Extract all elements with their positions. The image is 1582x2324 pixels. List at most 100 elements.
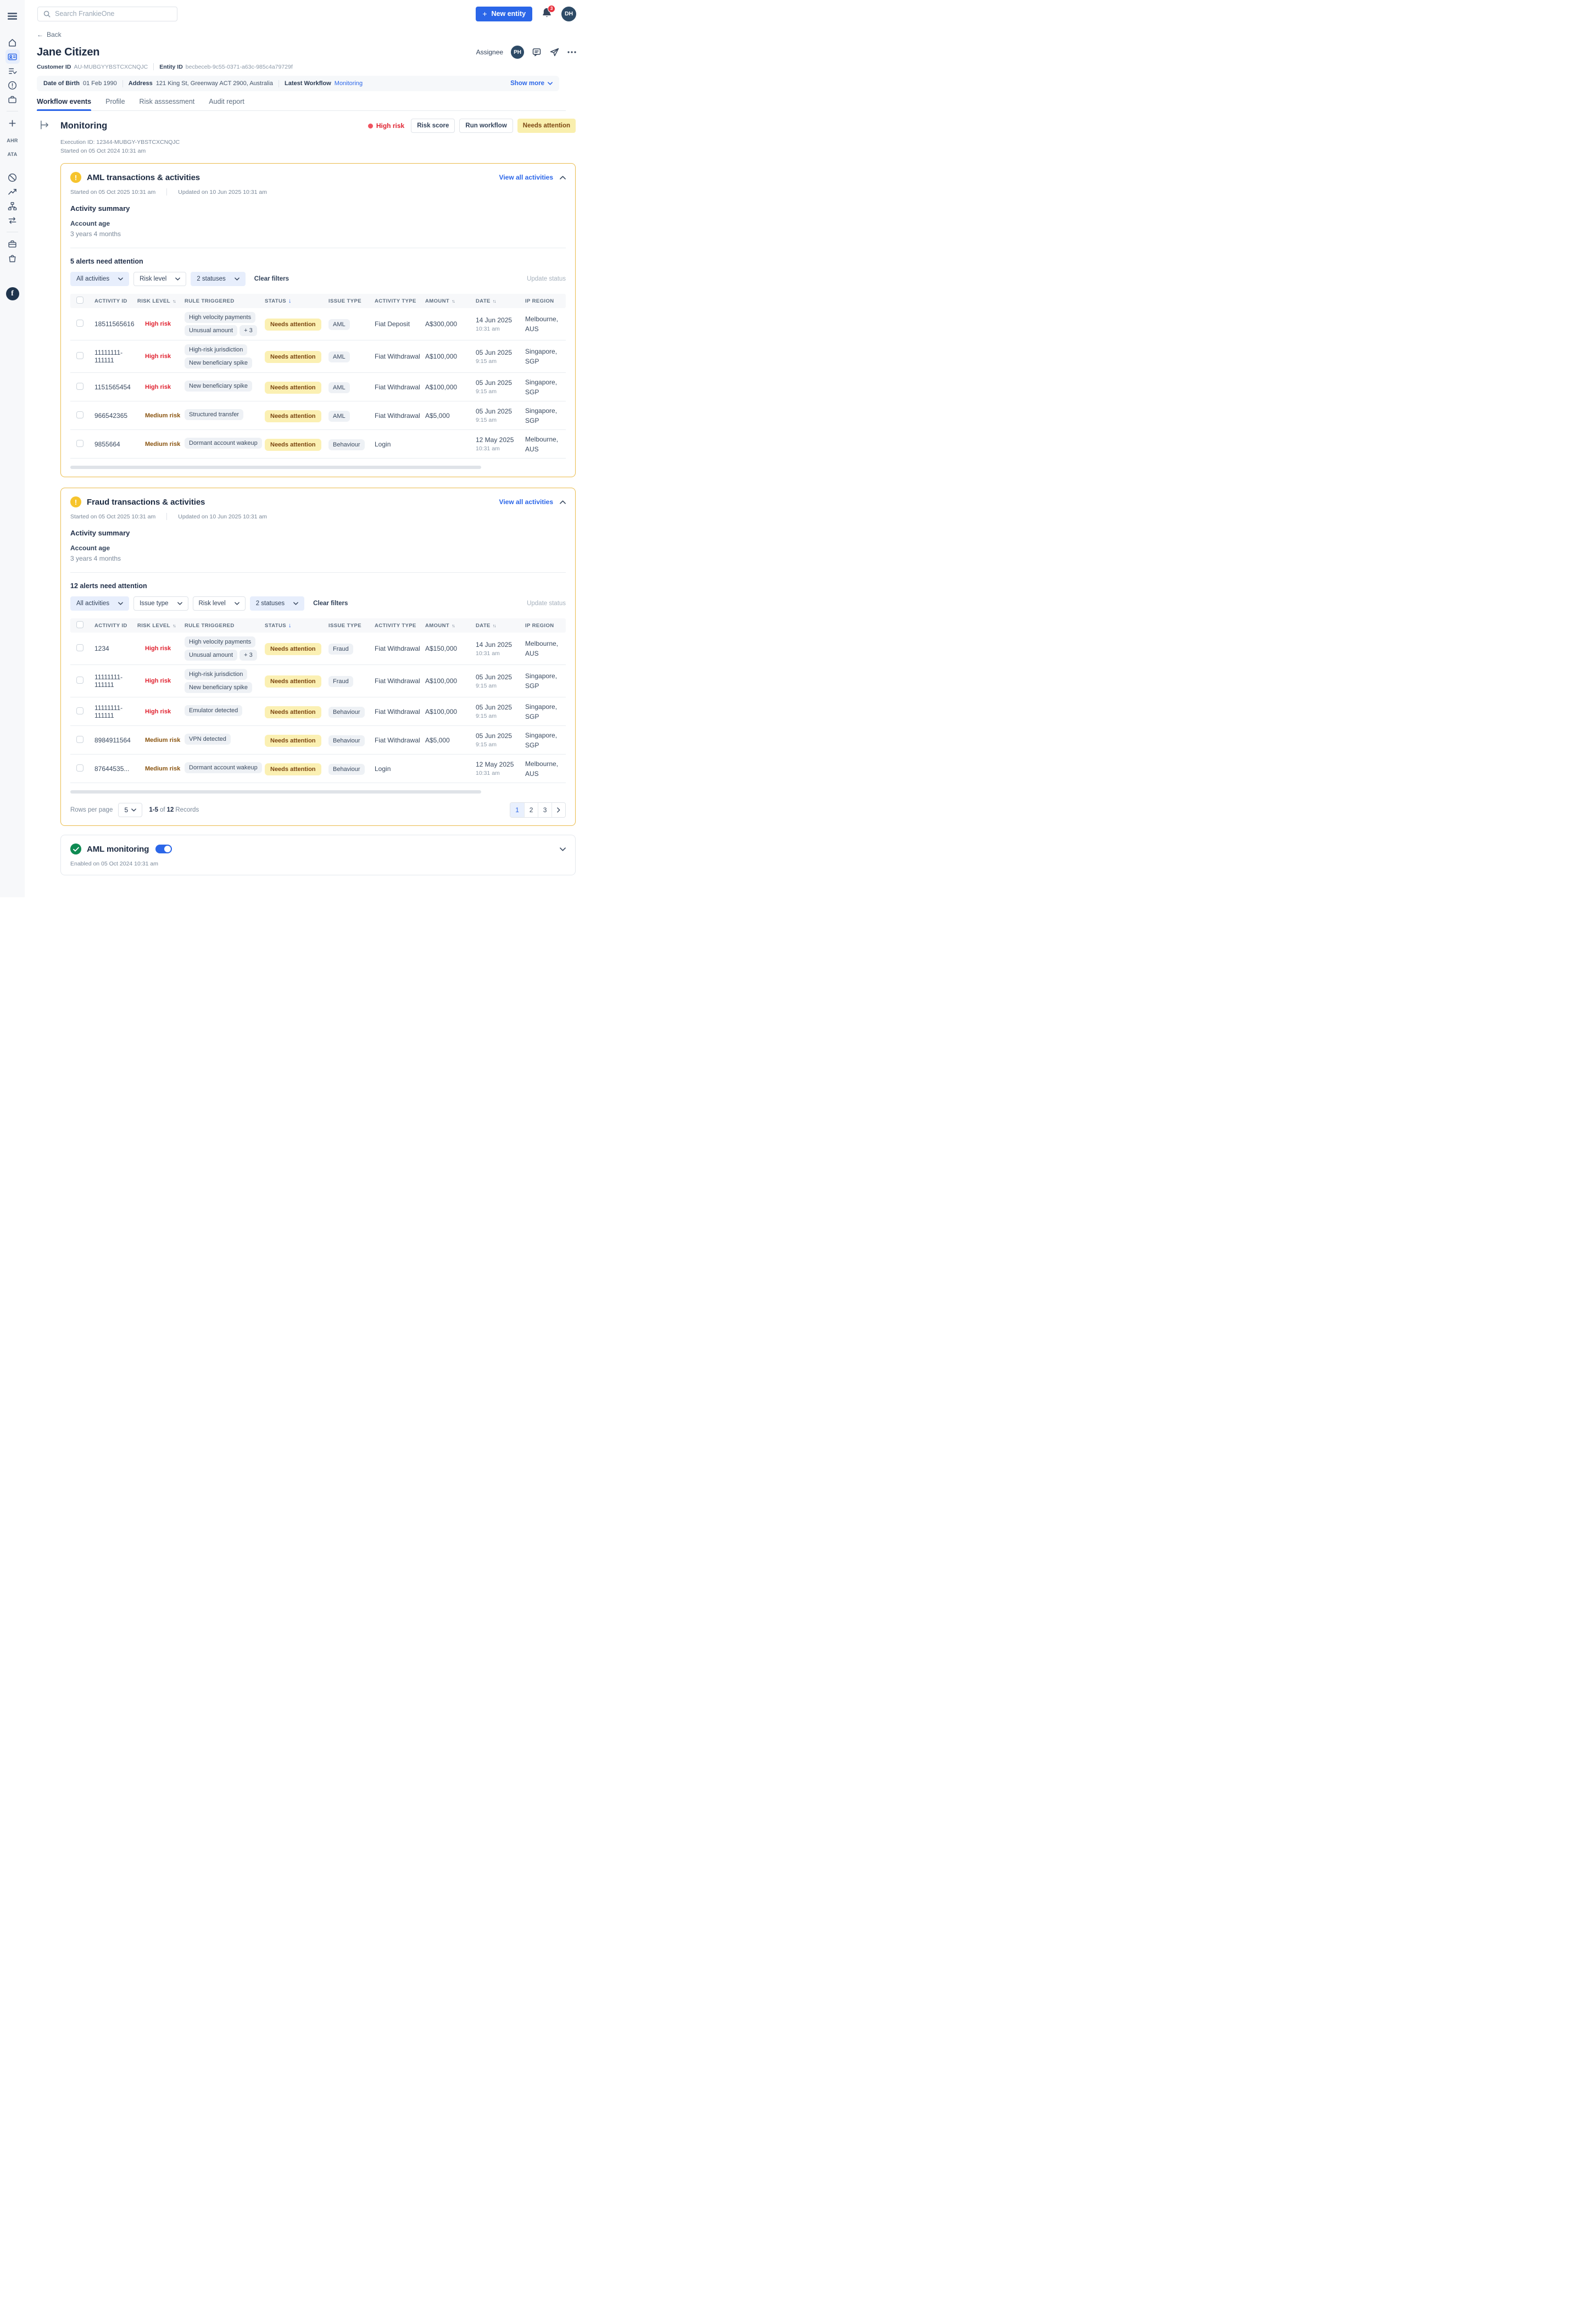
send-icon[interactable] — [549, 47, 560, 57]
table-row[interactable]: 1234 High risk High velocity payments Un… — [70, 633, 566, 665]
amount-cell: A$300,000 — [425, 320, 458, 328]
row-checkbox[interactable] — [76, 320, 83, 327]
row-checkbox[interactable] — [76, 764, 83, 772]
horizontal-scrollbar[interactable] — [70, 790, 481, 794]
activities-filter-dropdown[interactable]: All activities — [70, 272, 130, 286]
tab-workflow-events[interactable]: Workflow events — [37, 98, 92, 111]
sidebar-item-transactions-icon[interactable] — [5, 213, 20, 227]
column-header-risk-level[interactable]: RISK LEVEL ↑↓ — [137, 298, 176, 304]
table-row[interactable]: 11111111-111111 High risk High-risk juri… — [70, 340, 566, 373]
assignee-label: Assignee — [476, 48, 504, 56]
sidebar-item-analytics-icon[interactable] — [5, 185, 20, 199]
risk-level-filter-dropdown[interactable]: Risk level — [133, 272, 187, 286]
row-checkbox[interactable] — [76, 735, 83, 743]
user-avatar[interactable]: DH — [561, 6, 577, 21]
row-checkbox[interactable] — [76, 677, 83, 684]
activities-filter-dropdown[interactable]: All activities — [70, 596, 130, 611]
table-row[interactable]: 87644535... Medium risk Dormant account … — [70, 755, 566, 783]
new-entity-button[interactable]: + New entity — [476, 6, 533, 21]
column-header-date[interactable]: DATE ↑↓ — [476, 622, 496, 629]
sidebar-item-alerts-icon[interactable] — [5, 78, 20, 92]
view-all-activities-link[interactable]: View all activities — [499, 498, 554, 506]
search-input[interactable] — [55, 10, 171, 18]
sidebar-item-home-icon[interactable] — [5, 35, 20, 49]
table-row[interactable]: 18511565616 High risk High velocity paym… — [70, 308, 566, 340]
risk-label: High risk — [145, 353, 171, 360]
table-row[interactable]: 966542365 Medium risk Structured transfe… — [70, 401, 566, 430]
latest-workflow-link[interactable]: Monitoring — [334, 80, 363, 87]
statuses-filter-dropdown[interactable]: 2 statuses — [191, 272, 246, 286]
column-header-risk-level[interactable]: RISK LEVEL ↑↓ — [137, 622, 176, 629]
back-link[interactable]: ← Back — [37, 31, 62, 38]
sidebar-shortcut-ata[interactable]: ATA — [7, 152, 18, 157]
aml-monitoring-toggle[interactable] — [155, 845, 172, 853]
comment-icon[interactable] — [532, 47, 542, 57]
table-row[interactable]: 9855664 Medium risk Dormant account wake… — [70, 430, 566, 459]
table-row[interactable]: 11111111-111111 High risk Emulator detec… — [70, 697, 566, 726]
sidebar-item-org-chart-icon[interactable] — [5, 199, 20, 213]
more-options-icon[interactable] — [567, 51, 576, 53]
row-checkbox[interactable] — [76, 352, 83, 359]
sidebar-item-blocklist-icon[interactable] — [5, 170, 20, 185]
risk-label: Medium risk — [145, 736, 181, 744]
divider — [153, 63, 154, 70]
risk-score-button[interactable]: Risk score — [411, 119, 455, 133]
row-checkbox[interactable] — [76, 644, 83, 651]
sidebar-item-cases-icon[interactable] — [5, 92, 20, 107]
clear-filters-button[interactable]: Clear filters — [313, 600, 348, 607]
chevron-up-icon[interactable] — [560, 500, 566, 504]
sidebar-item-merchant-icon[interactable] — [5, 251, 20, 265]
page-button-3[interactable]: 3 — [538, 803, 552, 817]
table-row[interactable]: 8984911564 Medium risk VPN detected — [70, 726, 566, 755]
workspace-facebook-logo[interactable]: f — [5, 287, 19, 300]
notifications-bell-icon[interactable]: 3 — [542, 4, 556, 21]
column-header-date[interactable]: DATE ↑↓ — [476, 298, 496, 304]
sidebar-item-entities-icon[interactable] — [5, 49, 20, 64]
sort-down-icon: ↓ — [288, 622, 292, 629]
show-more-button[interactable]: Show more — [510, 80, 553, 87]
sidebar-item-tasks-icon[interactable] — [5, 64, 20, 78]
issue-type-filter-dropdown[interactable]: Issue type — [133, 596, 188, 611]
clear-filters-button[interactable]: Clear filters — [254, 276, 289, 282]
hamburger-menu-icon[interactable] — [5, 9, 20, 23]
row-checkbox[interactable] — [76, 439, 83, 447]
page-button-2[interactable]: 2 — [524, 803, 538, 817]
tab-profile[interactable]: Profile — [105, 98, 125, 105]
table-row[interactable]: 1151565454 High risk New beneficiary spi… — [70, 373, 566, 401]
rows-per-page-select[interactable]: 5 — [118, 803, 143, 817]
sidebar-add-workspace-icon[interactable] — [5, 116, 20, 130]
select-all-checkbox[interactable] — [76, 621, 83, 628]
assignee-avatar[interactable]: PH — [511, 46, 525, 59]
column-header-amount[interactable]: AMOUNT ↑↓ — [425, 298, 455, 304]
column-header-status[interactable]: STATUS ↓ — [265, 622, 292, 629]
view-all-activities-link[interactable]: View all activities — [499, 174, 554, 181]
column-header-amount[interactable]: AMOUNT ↑↓ — [425, 622, 455, 629]
table-row[interactable]: 11111111-111111 High risk High-risk juri… — [70, 665, 566, 697]
filter-label: All activities — [76, 600, 110, 607]
more-rules-chip[interactable]: + 3 — [239, 325, 257, 336]
update-status-button[interactable]: Update status — [527, 276, 566, 282]
tab-risk-assessment[interactable]: Risk asssessment — [139, 98, 195, 105]
row-checkbox[interactable] — [76, 382, 83, 390]
update-status-button[interactable]: Update status — [527, 600, 566, 607]
chevron-up-icon[interactable] — [560, 175, 566, 180]
chevron-down-icon — [293, 602, 298, 605]
row-checkbox[interactable] — [76, 707, 83, 714]
risk-level-filter-dropdown[interactable]: Risk level — [192, 596, 246, 611]
column-header-status[interactable]: STATUS ↓ — [265, 298, 292, 304]
ip-region-cell: Melbourne, AUS — [525, 435, 559, 453]
chevron-down-icon[interactable] — [560, 847, 566, 851]
sidebar-shortcut-ahr[interactable]: AHR — [7, 138, 18, 143]
next-page-button[interactable] — [552, 803, 566, 817]
row-checkbox[interactable] — [76, 411, 83, 418]
global-search[interactable] — [37, 6, 177, 21]
run-workflow-button[interactable]: Run workflow — [459, 119, 513, 133]
horizontal-scrollbar[interactable] — [70, 466, 481, 469]
tab-audit-report[interactable]: Audit report — [209, 98, 244, 105]
select-all-checkbox[interactable] — [76, 297, 83, 304]
statuses-filter-dropdown[interactable]: 2 statuses — [249, 596, 305, 611]
show-more-label: Show more — [510, 80, 545, 87]
sidebar-item-portfolio-icon[interactable] — [5, 237, 20, 251]
more-rules-chip[interactable]: + 3 — [239, 650, 257, 661]
page-button-1[interactable]: 1 — [510, 803, 525, 817]
